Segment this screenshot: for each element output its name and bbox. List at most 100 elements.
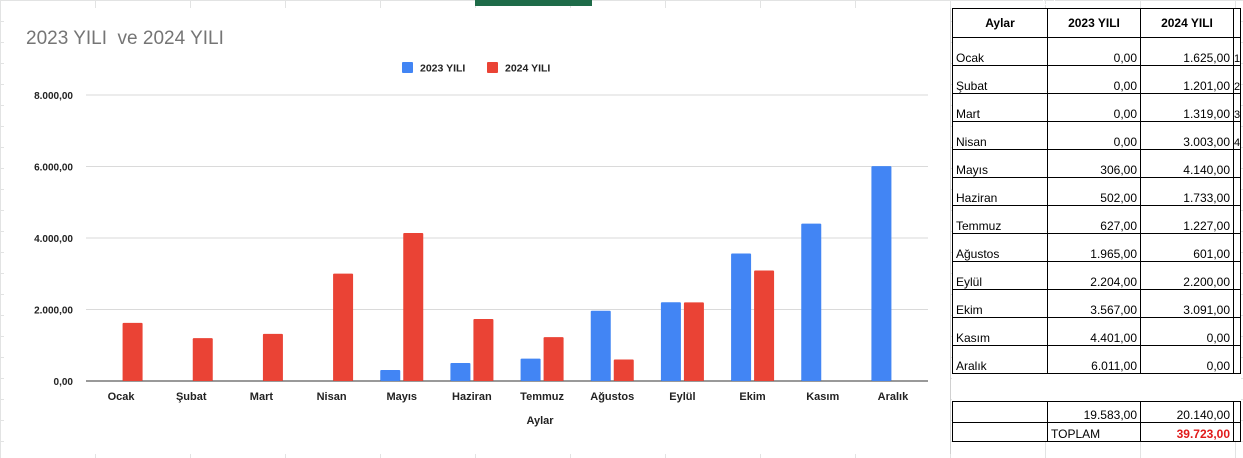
cell-month[interactable]: Haziran (952, 177, 1048, 206)
total-2023[interactable]: 19.583,00 (1047, 401, 1141, 423)
bar-2023 (801, 223, 822, 381)
cell-2023[interactable]: 2.204,00 (1047, 261, 1141, 290)
blank-cell[interactable] (1047, 373, 1141, 402)
cell-cutoff[interactable] (1232, 317, 1242, 346)
cell-month[interactable]: Ekim (952, 289, 1048, 318)
blank-row (952, 373, 1241, 402)
sheet-toolbar-tab[interactable] (475, 0, 1055, 6)
cell-2023[interactable]: 627,00 (1047, 205, 1141, 234)
bar-2023 (660, 302, 681, 381)
cell-2023[interactable]: 0,00 (1047, 93, 1141, 122)
cell-2023[interactable]: 1.965,00 (1047, 233, 1141, 262)
cell-cutoff[interactable] (1232, 289, 1242, 318)
cell-2024[interactable]: 4.140,00 (1140, 149, 1234, 178)
cell-month[interactable]: Aralık (952, 345, 1048, 374)
grand-empty-cell[interactable] (952, 422, 1048, 442)
cell-cutoff[interactable]: 2 (1232, 65, 1242, 94)
blank-cell[interactable] (1140, 373, 1234, 402)
bar-2023 (590, 310, 611, 381)
cell-2023[interactable]: 4.401,00 (1047, 317, 1141, 346)
cell-month[interactable]: Kasım (952, 317, 1048, 346)
table-header-row: Aylar 2023 YILI 2024 YILI (952, 8, 1242, 38)
y-tick-label: 4.000,00 (34, 234, 73, 245)
bar-2023 (871, 166, 892, 381)
cell-2024[interactable]: 601,00 (1140, 233, 1234, 262)
cell-2024[interactable]: 0,00 (1140, 345, 1234, 374)
cell-cutoff[interactable] (1232, 8, 1242, 38)
totals-row: 19.583,00 20.140,00 (952, 401, 1242, 423)
cell-2023[interactable]: 0,00 (1047, 65, 1141, 94)
table-row: Ağustos 1.965,00 601,00 (952, 233, 1242, 262)
table-row: Ocak 0,00 1.625,00 1 (952, 37, 1242, 66)
total-2024[interactable]: 20.140,00 (1140, 401, 1234, 423)
cell-2023[interactable]: 3.567,00 (1047, 289, 1141, 318)
cell-2023[interactable]: 502,00 (1047, 177, 1141, 206)
x-tick-label: Aralık (878, 391, 909, 403)
cell-cutoff[interactable] (1232, 345, 1242, 374)
cell-month[interactable]: Şubat (952, 65, 1048, 94)
legend-label: 2024 YILI (505, 63, 550, 75)
table-row: Nisan 0,00 3.003,00 4 (952, 121, 1242, 150)
cell-month[interactable]: Ocak (952, 37, 1048, 66)
cell-2023[interactable]: 0,00 (1047, 121, 1141, 150)
table-row: Temmuz 627,00 1.227,00 (952, 205, 1242, 234)
cell-month[interactable]: Mayıs (952, 149, 1048, 178)
cell-month[interactable]: Mart (952, 93, 1048, 122)
cell-cutoff[interactable] (1232, 177, 1242, 206)
cell-2024[interactable]: 1.625,00 (1140, 37, 1234, 66)
cell-cutoff[interactable] (1232, 205, 1242, 234)
cell-cutoff[interactable]: 3 (1232, 93, 1242, 122)
bar-2023 (731, 253, 752, 381)
cell-cutoff[interactable]: 4 (1232, 121, 1242, 150)
cell-month[interactable]: Eylül (952, 261, 1048, 290)
bar-chart: 0,00 2.000,00 4.000,00 6.000,00 8.000,00 Ocak… (34, 62, 928, 427)
bar-2024 (754, 270, 775, 381)
cell-cutoff[interactable] (1232, 149, 1242, 178)
blank-cell[interactable] (1233, 373, 1241, 402)
cell-2023[interactable]: 0,00 (1047, 37, 1141, 66)
cell-cutoff[interactable] (1232, 261, 1242, 290)
cell-cutoff[interactable]: 1 (1232, 37, 1242, 66)
totals-label-cell[interactable] (952, 401, 1048, 423)
x-tick-label: Eylül (669, 391, 695, 403)
cell-2024[interactable]: 1.227,00 (1140, 205, 1234, 234)
cell-2023[interactable]: 6.011,00 (1047, 345, 1141, 374)
cell-month[interactable]: Nisan (952, 121, 1048, 150)
header-2024[interactable]: 2024 YILI (1140, 8, 1234, 38)
table-row: Aralık 6.011,00 0,00 (952, 345, 1242, 374)
cell-2024[interactable]: 3.091,00 (1140, 289, 1234, 318)
header-2023[interactable]: 2023 YILI (1047, 8, 1141, 38)
cell-2024[interactable]: 1.733,00 (1140, 177, 1234, 206)
cell-2024[interactable]: 1.319,00 (1140, 93, 1234, 122)
table-row: Mayıs 306,00 4.140,00 (952, 149, 1242, 178)
grand-total-label[interactable]: TOPLAM (1047, 422, 1141, 442)
cell-2024[interactable]: 3.003,00 (1140, 121, 1234, 150)
cell-month[interactable]: Ağustos (952, 233, 1048, 262)
table-row: Haziran 502,00 1.733,00 (952, 177, 1242, 206)
bar-2024 (122, 322, 143, 381)
cell-cutoff[interactable] (1232, 401, 1242, 423)
cell-2024[interactable]: 1.201,00 (1140, 65, 1234, 94)
x-tick-label: Ocak (108, 391, 136, 403)
bar-2024 (333, 273, 354, 381)
x-tick-label: Ağustos (590, 391, 634, 403)
x-tick-label: Nisan (317, 391, 347, 403)
x-tick-label: Temmuz (520, 391, 564, 403)
grand-total-value[interactable]: 39.723,00 (1140, 422, 1234, 442)
cell-month[interactable]: Temmuz (952, 205, 1048, 234)
blank-cell[interactable] (952, 373, 1048, 402)
y-tick-label: 0,00 (54, 377, 74, 388)
cell-cutoff[interactable] (1232, 233, 1242, 262)
bar-2023 (380, 370, 401, 381)
cell-2023[interactable]: 306,00 (1047, 149, 1141, 178)
chart-panel[interactable]: 0,00 2.000,00 4.000,00 6.000,00 8.000,00 Ocak… (4, 8, 951, 454)
bar-2024 (192, 338, 213, 381)
header-months[interactable]: Aylar (952, 8, 1048, 38)
cell-2024[interactable]: 0,00 (1140, 317, 1234, 346)
x-tick-label: Mayıs (386, 391, 417, 403)
cell-2024[interactable]: 2.200,00 (1140, 261, 1234, 290)
bar-2024 (683, 302, 704, 381)
bar-2023 (450, 363, 471, 381)
cell-cutoff[interactable] (1232, 422, 1242, 442)
table-row: Kasım 4.401,00 0,00 (952, 317, 1242, 346)
